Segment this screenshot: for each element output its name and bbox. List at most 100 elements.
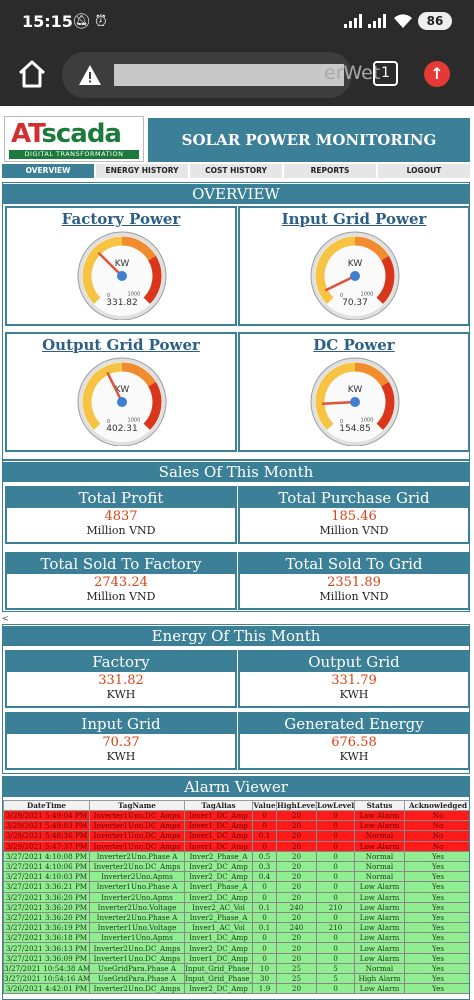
table-cell: 0 xyxy=(252,942,277,954)
stat-value: 676.58 xyxy=(331,735,377,750)
table-row[interactable]: 3/27/2021 3:36:21 PM Inverter1Uno.Phase A… xyxy=(3,881,469,893)
warning-icon[interactable] xyxy=(78,63,102,87)
table-cell: Low Alarm xyxy=(354,901,405,913)
table-cell: 3/27/2021 3:36:21 PM xyxy=(3,881,90,893)
table-row[interactable]: 3/27/2021 3:36:09 PM Inverter1Uno.DC_Amps… xyxy=(3,952,469,964)
signal-1-icon xyxy=(344,14,362,28)
table-cell: Normal xyxy=(354,962,405,975)
table-row[interactable]: 3/29/2021 5:48:36 PM Inverter1Uno.DC_Amps… xyxy=(3,830,469,842)
table-row[interactable]: 3/27/2021 3:36:18 PM Inverter1Uno.Apms Inv… xyxy=(3,932,469,944)
table-cell: 0.1 xyxy=(252,922,277,934)
gauge-value: 70.37 xyxy=(342,298,368,308)
table-row[interactable]: 3/29/2021 5:49:03 PM Inverter1Uno.DC_Amps… xyxy=(3,820,469,832)
table-cell: 20 xyxy=(276,809,317,822)
table-row[interactable]: 3/27/2021 4:10:08 PM Inverter2Uno.Phase A… xyxy=(3,850,469,862)
table-cell: 5 xyxy=(316,962,355,975)
column-header: Status xyxy=(354,800,405,811)
table-cell: 0.5 xyxy=(252,850,277,862)
gauge-title[interactable]: Factory Power xyxy=(61,210,181,228)
gauge-title[interactable]: DC Power xyxy=(313,336,395,354)
table-cell: 3/27/2021 3:36:18 PM xyxy=(3,932,90,944)
table-cell: Low Alarm xyxy=(354,891,405,903)
stat-value: 2743.24 xyxy=(94,575,148,590)
gauge-title[interactable]: Output Grid Power xyxy=(42,336,200,354)
table-cell: Inver1_DC_Amp xyxy=(184,952,253,964)
table-cell: Inverter1Uno.DC_Amps xyxy=(89,820,185,832)
table-cell: 3/27/2021 4:10:08 PM xyxy=(3,850,90,862)
stat-total-purchase-grid: Total Purchase Grid 185.46 Million VND xyxy=(238,486,470,544)
table-cell: Inverter1Uno.Apms xyxy=(89,932,185,944)
tab-logout[interactable]: LOGOUT xyxy=(378,164,470,178)
update-arrow-icon[interactable]: ↑ xyxy=(424,61,450,87)
table-cell: 3/27/2021 10:54:38 AM xyxy=(3,962,90,975)
stat-total-profit: Total Profit 4837 Million VND xyxy=(5,486,237,544)
column-header: LowLevel xyxy=(316,800,355,811)
alarm-clock-icon: ⏰︎ xyxy=(95,12,107,30)
tab-cost-history[interactable]: COST HISTORY xyxy=(190,164,282,178)
table-row[interactable]: 3/26/2021 4:42:01 PM Inverter2Uno.DC_Amps… xyxy=(3,983,469,995)
table-cell: UseGridPara.Phase A xyxy=(89,972,185,985)
gauge-value: 331.82 xyxy=(106,298,138,308)
table-cell: Inver2_DC_Amp xyxy=(184,871,253,883)
tab-energy-history[interactable]: ENERGY HISTORY xyxy=(96,164,188,178)
table-row[interactable]: 3/27/2021 10:54:38 AM UseGridPara.Phase A… xyxy=(3,962,469,975)
table-row[interactable]: 3/27/2021 3:36:13 PM Inverter2Uno.DC_Amps… xyxy=(3,942,469,954)
column-header: Acknowledged xyxy=(404,800,469,811)
tab-overview[interactable]: OVERVIEW xyxy=(2,164,94,178)
table-row[interactable]: 3/27/2021 3:36:20 PM Inverter2Uno.Phase A… xyxy=(3,911,469,924)
table-cell: Inver1_DC_Amp xyxy=(184,840,253,852)
stat-title: Generated Energy xyxy=(240,714,468,734)
table-cell: Low Alarm xyxy=(354,942,405,954)
table-cell: 20 xyxy=(276,911,317,924)
table-cell: Inverter1Uno.Phase A xyxy=(89,881,185,893)
table-cell: Yes xyxy=(404,952,469,964)
address-bar[interactable]: erWet xyxy=(62,52,380,98)
tab-switcher-button[interactable]: 1 xyxy=(373,61,398,86)
table-row[interactable]: 3/27/2021 4:10:03 PM Inverter2Uno.Apms Inv… xyxy=(3,871,469,883)
stat-title: Total Profit xyxy=(7,488,235,508)
table-cell: Low Alarm xyxy=(354,983,405,995)
table-cell: 3/27/2021 3:36:13 PM xyxy=(3,942,90,954)
gauge-min-label: 0 xyxy=(107,293,110,299)
table-cell: Inverter1Uno.Voltage xyxy=(89,922,185,934)
table-row[interactable]: 3/27/2021 3:36:20 PM Inverter2Uno.Voltage… xyxy=(3,901,469,913)
tab-reports[interactable]: REPORTS xyxy=(284,164,376,178)
table-cell: 0 xyxy=(316,942,355,954)
stat-total-sold-to-factory: Total Sold To Factory 2743.24 Million VN… xyxy=(5,552,237,610)
table-cell: 0.1 xyxy=(252,830,277,842)
table-cell: 240 xyxy=(276,922,317,934)
stat-title: Output Grid xyxy=(240,652,468,672)
table-cell: Low Alarm xyxy=(354,911,405,924)
table-cell: 3/27/2021 3:36:20 PM xyxy=(3,891,90,903)
gauge-band-red xyxy=(143,255,162,304)
table-cell: Inverter1Uno.DC_Amps xyxy=(89,809,185,822)
table-row[interactable]: 3/27/2021 4:10:06 PM Inverter2Uno.DC_Amps… xyxy=(3,860,469,873)
table-cell: Inver2_DC_Amp xyxy=(184,891,253,903)
table-cell: Inver2_Phase_A xyxy=(184,911,253,924)
table-row[interactable]: 3/27/2021 10:54:16 AM UseGridPara.Phase A… xyxy=(3,972,469,985)
table-cell: Low Alarm xyxy=(354,932,405,944)
table-cell: 0 xyxy=(316,881,355,893)
table-cell: 25 xyxy=(276,962,317,975)
table-cell: 0 xyxy=(316,932,355,944)
table-row[interactable]: 3/29/2021 5:47:37 PM Inverter1Uno.DC_Amps… xyxy=(3,840,469,852)
table-cell: Inverter1Uno.DC_Amps xyxy=(89,952,185,964)
gauge-min-label: 0 xyxy=(107,419,110,425)
stat-title: Total Sold To Factory xyxy=(7,554,235,574)
table-cell: Yes xyxy=(404,922,469,934)
table-cell: 0 xyxy=(316,871,355,883)
stat-value: 2351.89 xyxy=(327,575,381,590)
stat-generated-energy: Generated Energy 676.58 KWH xyxy=(238,712,470,770)
home-icon[interactable] xyxy=(16,58,48,90)
gauge-needle xyxy=(324,274,357,292)
table-row[interactable]: 3/27/2021 3:36:20 PM Inverter2Uno.Apms Inv… xyxy=(3,891,469,903)
gauge-band-yellow xyxy=(315,236,356,304)
table-cell: 3/27/2021 3:36:19 PM xyxy=(3,922,90,934)
table-row[interactable]: 3/29/2021 5:49:04 PM Inverter1Uno.DC_Amps… xyxy=(3,809,469,822)
table-row[interactable]: 3/27/2021 3:36:19 PM Inverter1Uno.Voltage… xyxy=(3,922,469,934)
table-cell: Inverter1Uno.DC_Amps xyxy=(89,830,185,842)
table-cell: 0 xyxy=(316,820,355,832)
table-cell: Yes xyxy=(404,962,469,975)
gauge-title[interactable]: Input Grid Power xyxy=(281,210,427,228)
table-cell: 3/27/2021 3:36:20 PM xyxy=(3,901,90,913)
